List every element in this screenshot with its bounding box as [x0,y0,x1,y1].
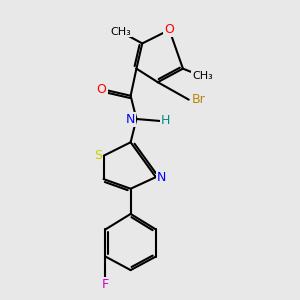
Text: H: H [161,114,170,128]
Text: S: S [94,149,102,162]
Text: N: N [157,171,166,184]
Text: Br: Br [192,93,205,106]
Text: O: O [97,83,106,96]
Text: N: N [126,112,135,125]
Text: F: F [102,278,109,291]
Text: CH₃: CH₃ [192,71,213,81]
Text: O: O [164,23,174,36]
Text: CH₃: CH₃ [111,27,131,37]
